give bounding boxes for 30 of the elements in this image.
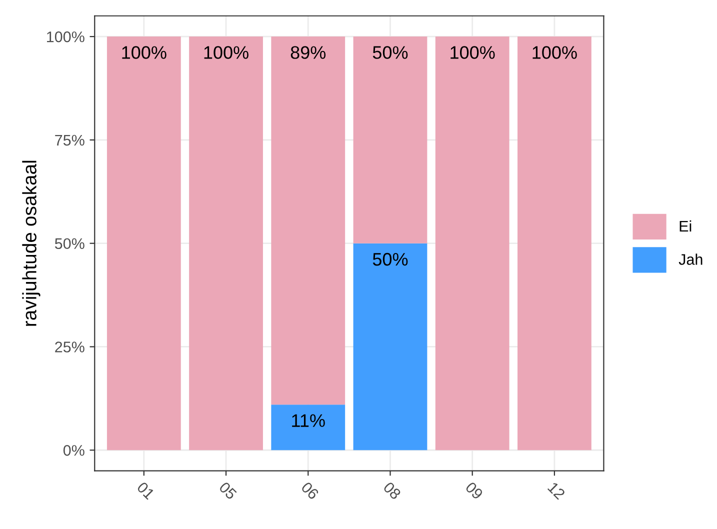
data-label: 50% (372, 46, 408, 59)
x-tick-label: 08 (382, 481, 402, 500)
data-label: 100% (532, 46, 577, 59)
data-label: 100% (122, 46, 166, 59)
data-label: 89% (290, 46, 326, 59)
y-tick-label: 75% (55, 134, 84, 146)
data-label: 100% (204, 46, 248, 59)
y-axis-title: ravijuhtude osakaal (22, 160, 40, 326)
data-label: 11% (292, 414, 325, 427)
y-tick-label: 100% (47, 31, 84, 42)
y-tick-label: 50% (54, 238, 84, 250)
bar (271, 36, 346, 405)
bar (271, 404, 346, 450)
data-label: 50% (372, 252, 408, 266)
x-tick-label: 09 (464, 481, 484, 500)
y-tick-label: 25% (55, 342, 84, 352)
y-tick-label: 0% (63, 445, 84, 456)
legend-label: Jah (678, 254, 702, 265)
x-tick-label: 12 (547, 482, 566, 500)
data-label: 100% (450, 46, 495, 59)
x-tick-label: 06 (300, 481, 320, 500)
bar (106, 36, 181, 450)
bar (353, 243, 428, 450)
bar (435, 36, 510, 450)
bar (189, 36, 263, 450)
legend-label: Ei (680, 220, 692, 232)
x-tick-label: 01 (136, 481, 156, 500)
bar (353, 36, 428, 244)
x-tick-label: 05 (218, 481, 238, 500)
bar (518, 36, 592, 450)
